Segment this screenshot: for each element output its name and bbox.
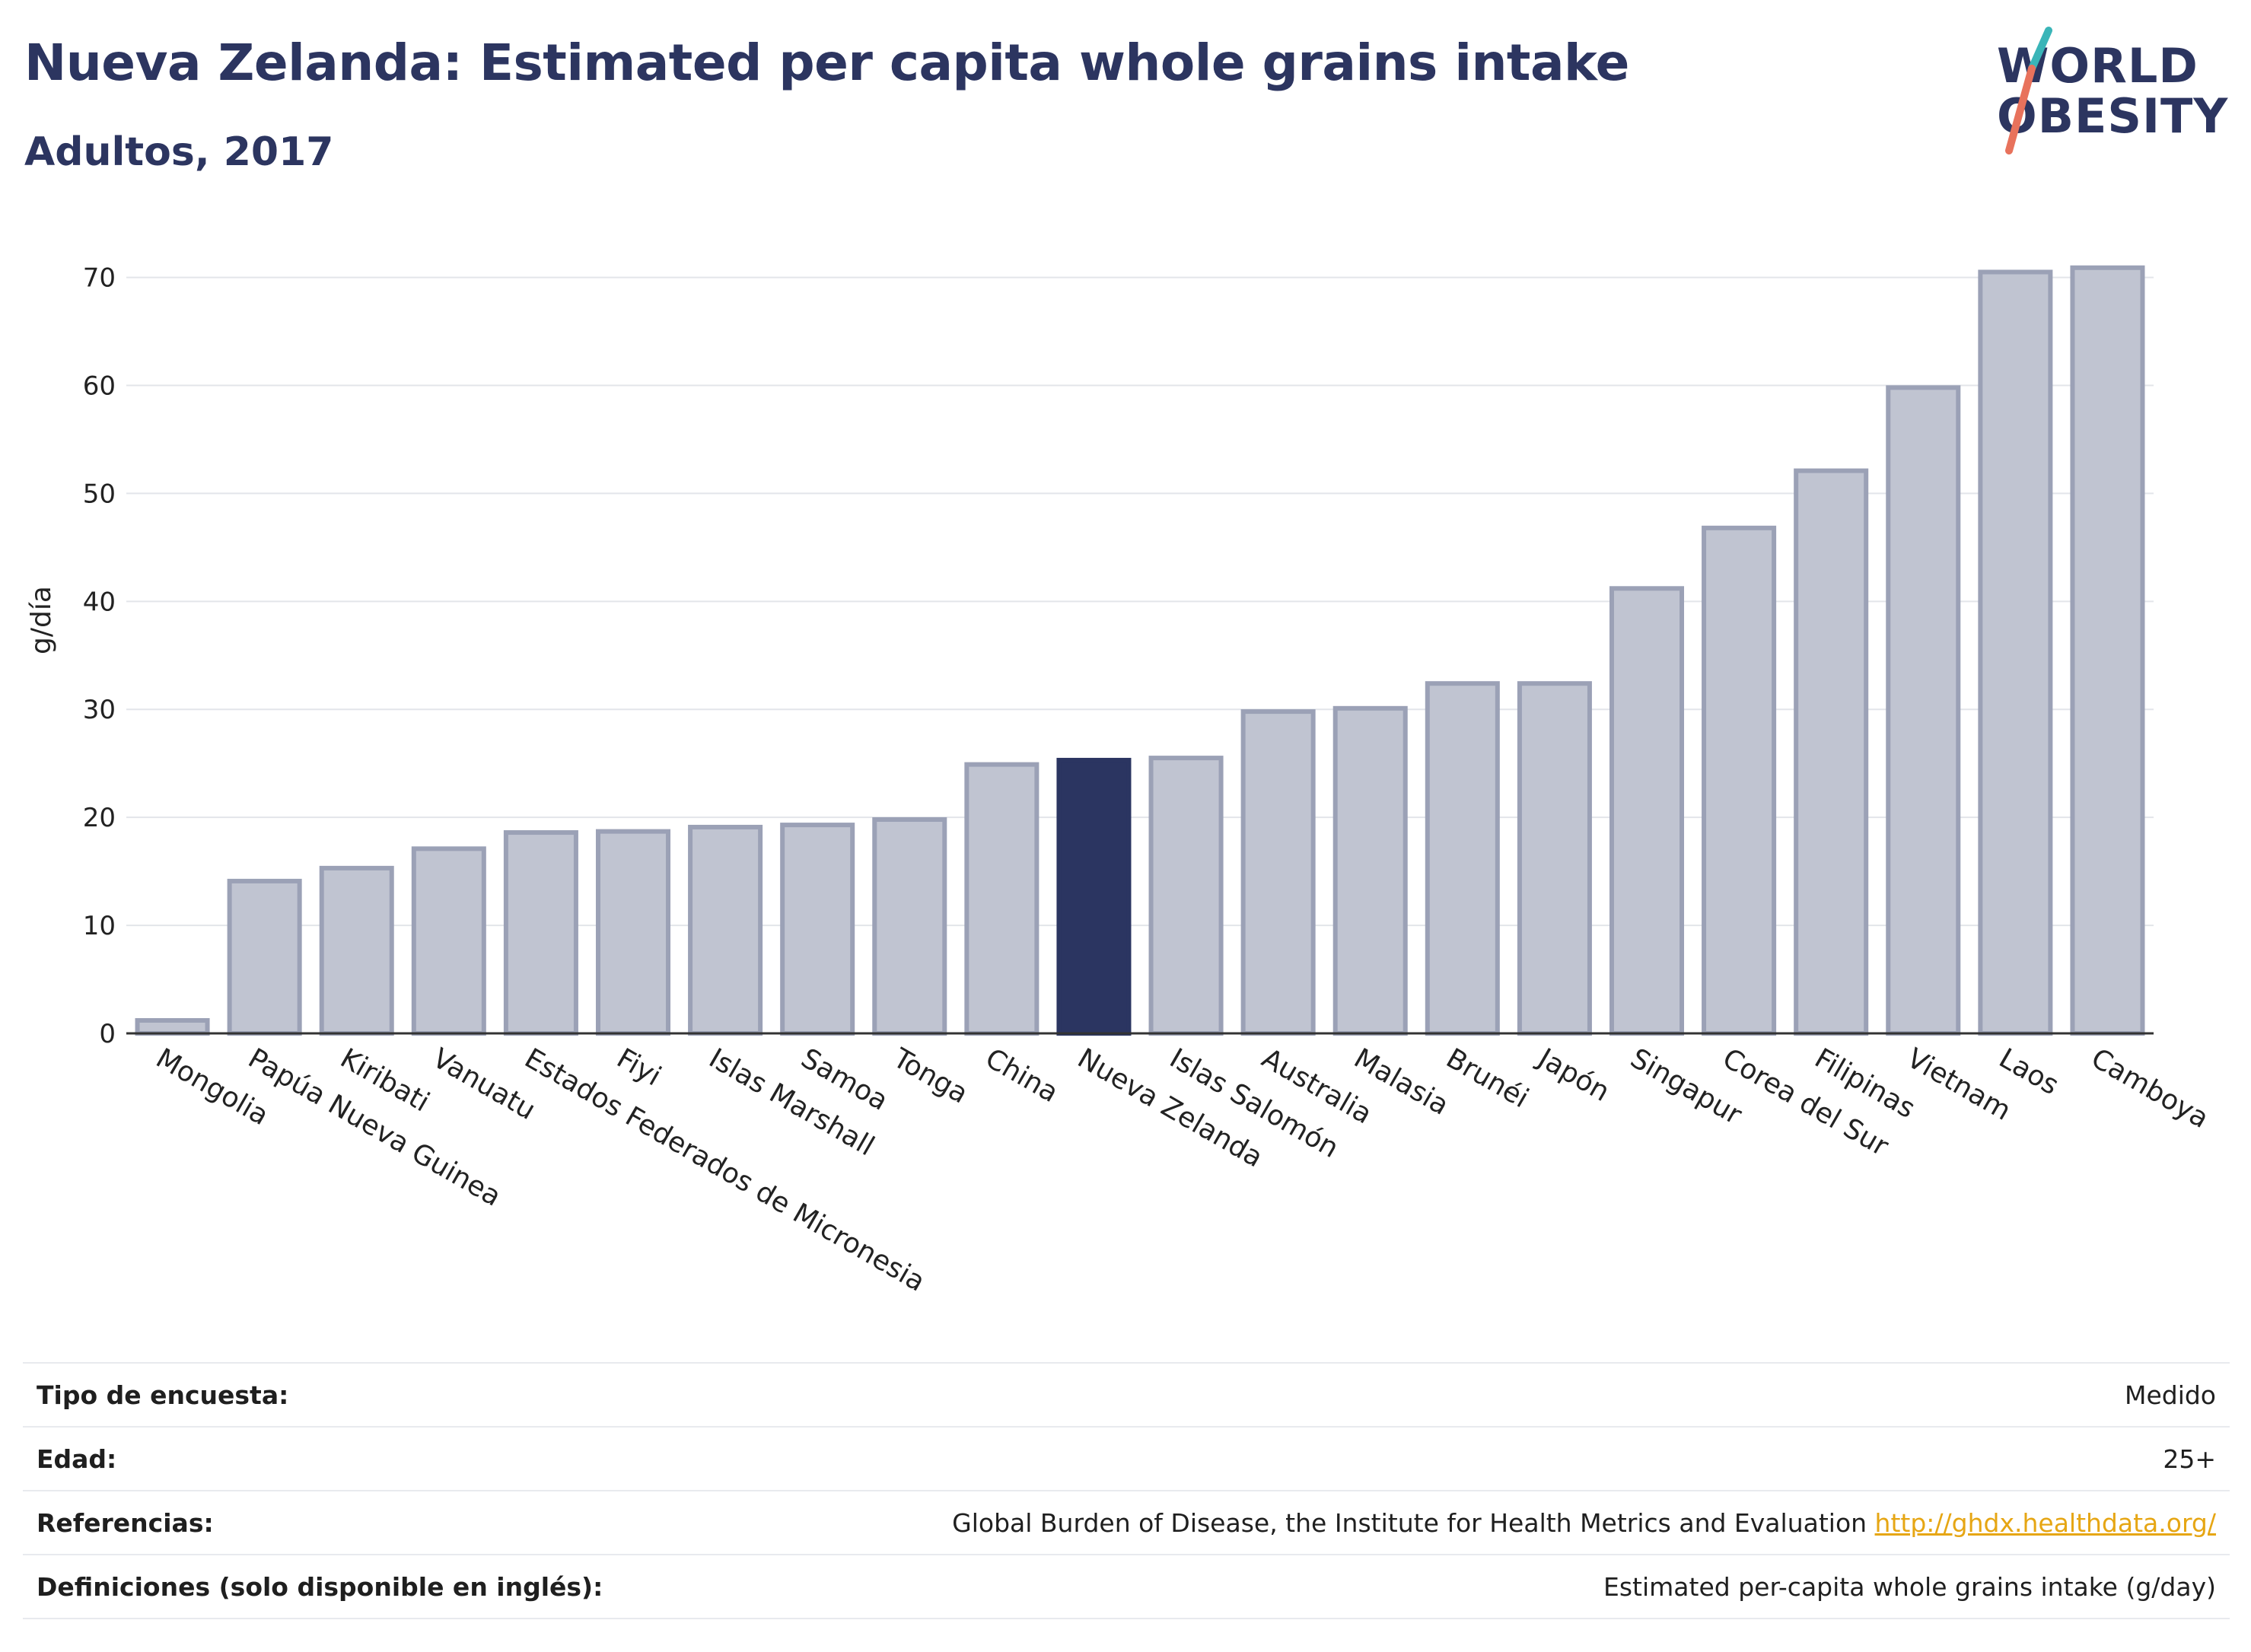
info-label: Edad: — [37, 1444, 117, 1474]
y-tick-label: 60 — [83, 371, 116, 401]
bar-mongolia — [135, 1017, 210, 1036]
info-value: Global Burden of Disease, the Institute … — [952, 1507, 1867, 1538]
bar-camboya — [2070, 265, 2145, 1036]
info-row-references: Referencias: Global Burden of Disease, t… — [23, 1490, 2230, 1554]
x-tick-label: China — [980, 1042, 1064, 1109]
logo-line-2: OBESITY — [1997, 88, 2229, 144]
y-axis-ticks: 0 10 20 30 40 50 60 70 — [83, 263, 116, 1049]
y-tick-label: 0 — [99, 1019, 116, 1049]
info-label: Definiciones (solo disponible en inglés)… — [37, 1571, 603, 1602]
info-value-group: Global Burden of Disease, the Institute … — [952, 1508, 2216, 1538]
bar-japón — [1517, 681, 1592, 1036]
x-tick-label: Brunéi — [1441, 1042, 1533, 1114]
info-value: Estimated per-capita whole grains intake… — [1603, 1571, 2216, 1602]
info-row-age: Edad: 25+ — [23, 1426, 2230, 1490]
x-tick-label: Vanuatu — [427, 1042, 540, 1126]
bar-estados-federados-de-micronesia — [503, 830, 578, 1036]
chart-subtitle: Adultos, 2017 — [24, 129, 334, 175]
x-tick-label: Japón — [1532, 1042, 1615, 1108]
world-obesity-logo: WORLD OBESITY — [1979, 23, 2237, 160]
bar-kiribati — [319, 865, 394, 1036]
y-tick-label: 40 — [83, 587, 116, 617]
bar-vietnam — [1886, 385, 1961, 1036]
x-tick-label: Vietnam — [1902, 1042, 2016, 1127]
info-label: Referencias: — [37, 1507, 214, 1538]
bar-china — [964, 762, 1040, 1036]
bar-islas-salomón — [1148, 756, 1224, 1036]
bar-islas-marshall — [688, 824, 763, 1036]
bar-corea-del-sur — [1702, 525, 1777, 1036]
bar-malasia — [1332, 705, 1408, 1036]
y-tick-label: 20 — [83, 803, 116, 833]
bar-filipinas — [1794, 468, 1869, 1036]
info-row-definitions: Definiciones (solo disponible en inglés)… — [23, 1554, 2230, 1619]
info-value: Medido — [2124, 1380, 2216, 1410]
logo-slash-icon — [2005, 27, 2052, 154]
info-row-survey-type: Tipo de encuesta: Medido — [23, 1362, 2230, 1426]
bars — [135, 265, 2145, 1036]
chart-title: Nueva Zelanda: Estimated per capita whol… — [24, 33, 1629, 92]
bar-brunéi — [1425, 681, 1500, 1036]
bar-tonga — [872, 817, 947, 1036]
bar-vanuatu — [411, 846, 486, 1036]
y-tick-label: 50 — [83, 479, 116, 509]
y-tick-label: 70 — [83, 263, 116, 294]
x-tick-label: Tonga — [887, 1042, 973, 1110]
info-table: Tipo de encuesta: Medido Edad: 25+ Refer… — [23, 1362, 2230, 1619]
x-tick-label: Fiyi — [612, 1042, 667, 1092]
bar-singapur — [1609, 586, 1685, 1036]
bar-nueva-zelanda — [1056, 757, 1132, 1036]
bar-fiyi — [595, 829, 671, 1036]
bar-laos — [1978, 269, 2053, 1036]
bar-papúa-nueva-guinea — [227, 878, 302, 1036]
bar-australia — [1240, 709, 1316, 1036]
info-label: Tipo de encuesta: — [37, 1380, 289, 1410]
info-value: 25+ — [2163, 1444, 2216, 1474]
reference-link[interactable]: http://ghdx.healthdata.org/ — [1874, 1507, 2216, 1538]
x-tick-label: Camboya — [2086, 1042, 2214, 1135]
y-tick-label: 30 — [83, 695, 116, 725]
bar-samoa — [780, 823, 855, 1036]
y-axis-label: g/día — [26, 586, 57, 654]
y-tick-label: 10 — [83, 911, 116, 941]
